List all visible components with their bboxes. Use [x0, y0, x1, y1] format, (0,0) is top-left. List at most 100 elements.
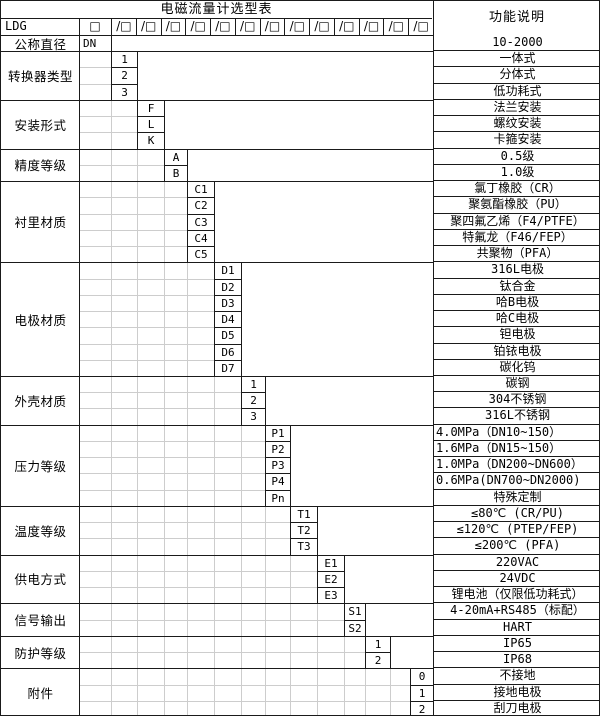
sheet-gridline-v: [214, 376, 215, 425]
option-code-cell: D7: [214, 359, 242, 376]
option-description-cell: ≤200℃ (PFA): [434, 538, 599, 555]
sheet-gridline-h: [80, 538, 290, 540]
model-box-cell: /□: [284, 18, 309, 35]
sheet-gridline-h: [80, 229, 187, 231]
option-code-cell: E2: [317, 570, 345, 588]
category-label: 信号输出: [14, 613, 67, 629]
option-code-cell: P2: [265, 440, 291, 458]
sheet-gridline-v: [187, 424, 188, 506]
option-code-cell: C5: [187, 246, 215, 263]
sheet-gridline-h: [80, 197, 187, 199]
sheet-gridline-v: [241, 668, 242, 715]
option-code-cell: D5: [214, 327, 242, 344]
category-label: 外壳材质: [14, 393, 67, 409]
sheet-gridline-h: [80, 522, 290, 524]
sheet-gridline-v: [187, 376, 188, 425]
option-description-cell: 铂铱电极: [434, 343, 599, 360]
option-code-cell: 1: [410, 684, 434, 701]
sheet-gridline-h: [80, 489, 265, 491]
group-separator: [1, 181, 599, 183]
option-code-cell: 1: [365, 635, 391, 653]
group-separator: [1, 554, 599, 556]
sheet-gridline-v: [137, 635, 138, 669]
table-title: 电磁流量计选型表: [1, 1, 432, 19]
sheet-gridline-v: [137, 376, 138, 425]
option-code-cell: E3: [317, 587, 345, 604]
sheet-gridline-v: [241, 505, 242, 555]
option-code-cell: 2: [365, 652, 391, 669]
option-code-cell: 3: [241, 408, 266, 425]
option-description-cell: 钛合金: [434, 278, 599, 295]
sheet-gridline-v: [164, 424, 165, 506]
sheet-gridline-v: [187, 554, 188, 604]
option-code-cell: F: [137, 99, 165, 117]
model-box-cell: /□: [185, 18, 210, 35]
sheet-gridline-h: [80, 619, 344, 621]
option-description-cell: 4-20mA+RS485（标配）: [434, 603, 599, 620]
option-description-cell: 碳化钨: [434, 359, 599, 376]
sheet-gridline-h: [80, 652, 365, 654]
option-code-cell: 2: [111, 67, 138, 84]
option-description-cell: 分体式: [434, 67, 599, 84]
option-description-cell: 304不锈钢: [434, 392, 599, 409]
model-box-cell: □: [89, 19, 101, 33]
sheet-gridline-v: [111, 635, 112, 669]
group-separator: [1, 262, 599, 264]
option-description-cell: 氯丁橡胶（CR）: [434, 181, 599, 198]
sheet-gridline-h: [80, 473, 265, 475]
option-description-cell: 哈C电极: [434, 311, 599, 328]
option-description-cell: HART: [434, 619, 599, 636]
option-description-cell: 1.0级: [434, 164, 599, 182]
sheet-gridline-v: [265, 554, 266, 604]
sheet-gridline-h: [80, 359, 214, 361]
option-code-cell: S1: [344, 603, 366, 620]
group-separator: [1, 635, 599, 637]
option-code-cell: D2: [214, 278, 242, 295]
sheet-gridline-v: [344, 635, 345, 669]
group-separator: [1, 603, 599, 605]
sheet-gridline-h: [80, 294, 214, 296]
sheet-gridline-h: [80, 684, 410, 686]
model-box-cell: /□: [358, 18, 384, 35]
sheet-gridline-h: [80, 67, 111, 69]
sheet-gridline-v: [317, 635, 318, 669]
sheet-gridline-v: [187, 668, 188, 715]
sheet-gridline-h: [80, 116, 137, 118]
model-box-cell: /□: [309, 18, 334, 35]
option-code-cell: 0: [410, 668, 434, 685]
option-code-cell: C2: [187, 197, 215, 214]
sheet-gridline-v: [111, 424, 112, 506]
sheet-gridline-h: [80, 132, 137, 134]
option-code-cell: T2: [290, 522, 318, 539]
option-code-cell: D4: [214, 311, 242, 328]
option-description-cell: 1.6MPa（DN15~150）: [434, 440, 599, 458]
category-label: 转换器类型: [7, 69, 73, 85]
option-code-cell: B: [164, 164, 188, 182]
option-code-cell: DN: [79, 35, 112, 52]
sheet-gridline-v: [214, 424, 215, 506]
sheet-gridline-v: [390, 668, 391, 715]
sheet-gridline-h: [80, 457, 265, 459]
sheet-gridline-v: [164, 668, 165, 715]
model-box-cell: /□: [383, 18, 408, 35]
sheet-gridline-v: [241, 635, 242, 669]
category-label: 防护等级: [14, 645, 67, 661]
option-code-cell: Pn: [265, 489, 291, 506]
group-separator: [1, 376, 599, 377]
option-description-cell: 刮刀电极: [434, 700, 599, 715]
option-description-cell: ≤120℃ (PTEP/FEP): [434, 522, 599, 539]
label-column-border: [79, 18, 80, 715]
sheet-gridline-v: [290, 668, 291, 715]
sheet-gridline-v: [265, 505, 266, 555]
sheet-gridline-v: [111, 554, 112, 604]
option-description-cell: IP68: [434, 652, 599, 669]
category-label: 附件: [27, 686, 54, 702]
option-code-cell: P4: [265, 473, 291, 490]
sheet-gridline-v: [164, 376, 165, 425]
option-code-cell: 1: [111, 51, 138, 68]
option-description-cell: 钽电极: [434, 327, 599, 344]
sheet-gridline-h: [80, 278, 214, 280]
sheet-gridline-h: [80, 343, 214, 345]
sheet-gridline-v: [241, 554, 242, 604]
option-code-cell: D1: [214, 262, 242, 279]
